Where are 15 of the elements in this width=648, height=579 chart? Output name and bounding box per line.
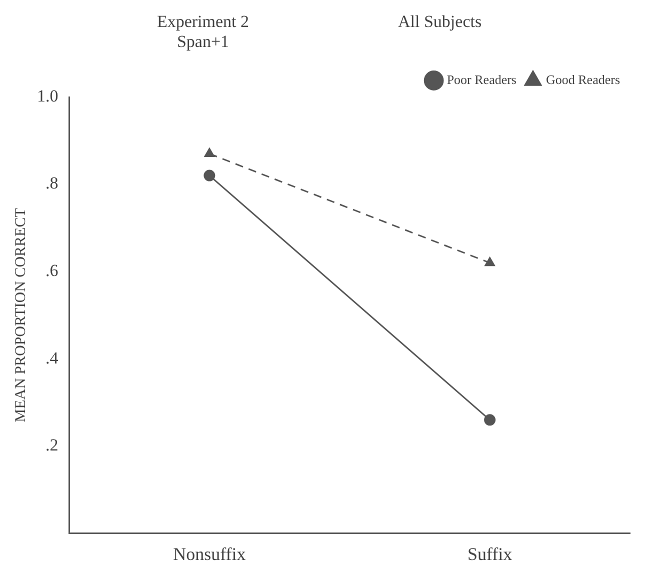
y-tick-label: .8 [46, 174, 58, 193]
chart-subtitle: Span+1 [176, 32, 230, 52]
x-tick-label: Suffix [467, 544, 512, 564]
legend-label: Poor Readers [446, 72, 516, 87]
y-axis-title: MEAN PROPORTION CORRECT [12, 208, 29, 422]
point [204, 170, 216, 182]
x-tick-label: Nonsuffix [173, 544, 246, 564]
point [484, 414, 496, 426]
text: All Subjects [398, 12, 482, 32]
y-tick-label: .2 [46, 436, 58, 455]
y-tick-label: .4 [46, 348, 59, 368]
y-tick-label: 1.0 [37, 86, 58, 106]
chart-title: Experiment 2 [156, 12, 250, 32]
legend-label: Good Readers [546, 72, 620, 87]
y-tick-label: .6 [46, 261, 58, 280]
